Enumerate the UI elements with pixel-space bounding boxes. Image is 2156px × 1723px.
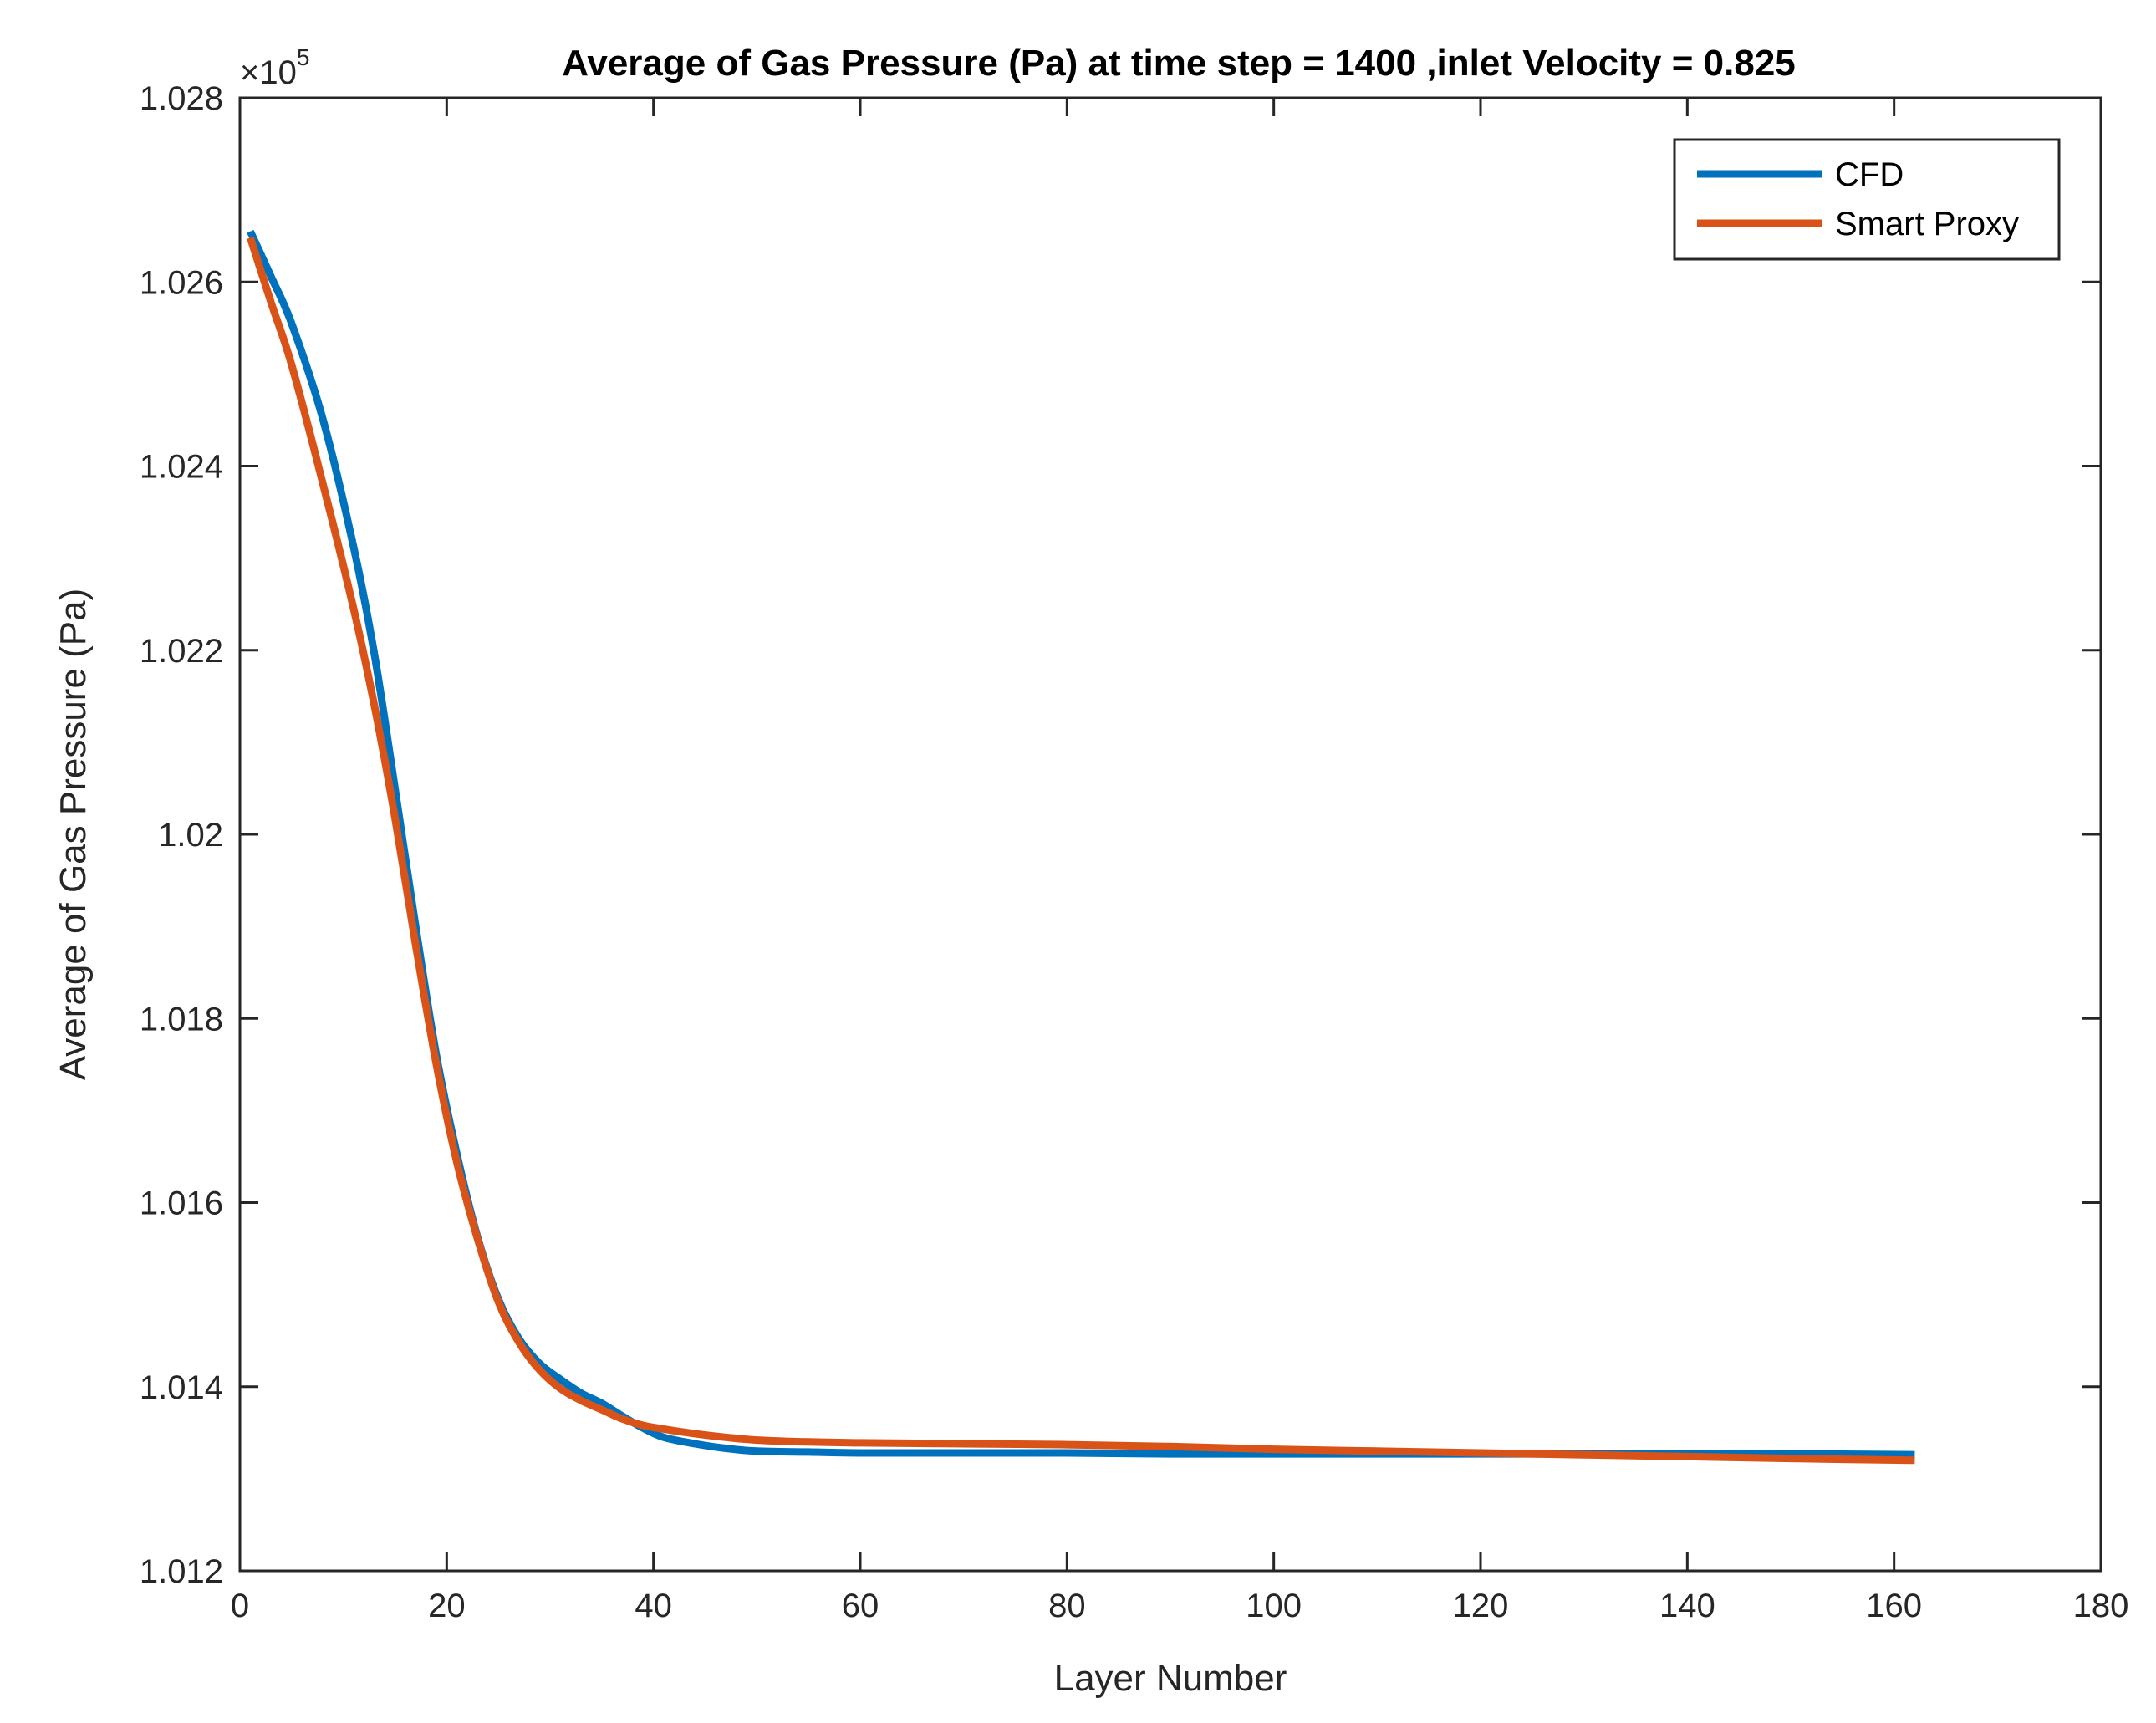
legend-label-smart-proxy: Smart Proxy <box>1835 206 2019 242</box>
y-axis-label: Average of Gas Pressure (Pa) <box>53 589 94 1081</box>
y-tick-label: 1.02 <box>158 817 223 854</box>
x-tick-labels: 0 20 40 60 80 100 120 140 160 180 <box>231 1588 2129 1624</box>
y-tick-label: 1.016 <box>140 1185 223 1222</box>
y-scale-exponent: 5 <box>297 44 310 70</box>
x-tick-label: 80 <box>1048 1588 1086 1624</box>
y-tick-labels: 1.012 1.014 1.016 1.018 1.02 1.022 1.024 1.026 1… <box>140 80 223 1590</box>
x-tick-label: 60 <box>842 1588 879 1624</box>
y-tick-label: 1.012 <box>140 1553 223 1590</box>
plot-area <box>238 96 2102 1573</box>
legend-box <box>1673 138 2061 261</box>
y-tick-label: 1.024 <box>140 449 223 486</box>
x-tick-label: 100 <box>1246 1588 1302 1624</box>
y-tick-label: 1.026 <box>140 264 223 301</box>
y-tick-label: 1.022 <box>140 633 223 670</box>
tick-marks <box>238 96 2102 1573</box>
x-tick-label: 0 <box>231 1588 249 1624</box>
y-tick-label: 1.014 <box>140 1369 223 1406</box>
x-tick-label: 120 <box>1453 1588 1509 1624</box>
chart-title: Average of Gas Pressure (Pa) at time ste… <box>562 43 1796 84</box>
x-axis-label: Layer Number <box>1054 1658 1287 1699</box>
series-line-smart-proxy <box>247 237 1915 1465</box>
x-tick-label: 40 <box>635 1588 672 1624</box>
x-tick-label: 160 <box>1866 1588 1922 1624</box>
x-tick-label: 180 <box>2073 1588 2129 1624</box>
legend-label-cfd: CFD <box>1835 156 1904 193</box>
y-tick-label: 1.028 <box>140 80 223 117</box>
y-scale-factor: ×105 <box>240 44 309 91</box>
y-scale-times: ×10 <box>240 54 297 91</box>
y-tick-label: 1.018 <box>140 1001 223 1037</box>
legend: CFD Smart Proxy <box>1673 138 2061 261</box>
x-tick-label: 20 <box>428 1588 466 1624</box>
x-tick-label: 140 <box>1659 1588 1715 1624</box>
series-lines <box>247 229 1915 1465</box>
